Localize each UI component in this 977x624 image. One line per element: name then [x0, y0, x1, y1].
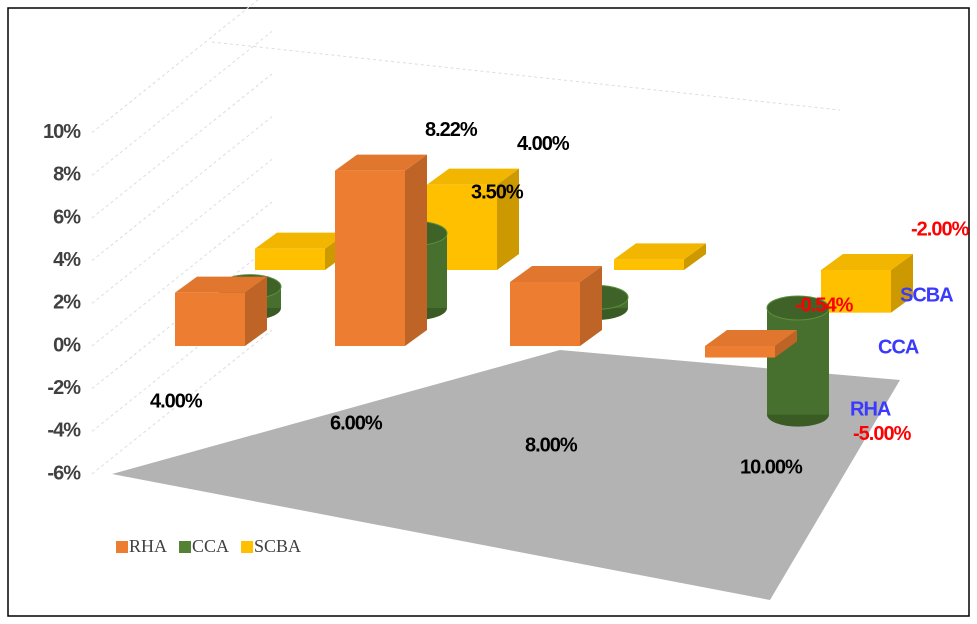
bar	[510, 282, 580, 346]
bar-top	[705, 330, 797, 346]
legend-label: CCA	[192, 536, 229, 556]
bar-top	[175, 276, 267, 293]
y-tick-label: 4%	[53, 249, 81, 271]
legend-label: RHA	[129, 536, 167, 556]
legend-swatch	[241, 541, 254, 553]
x-tick-label: 6.00%	[330, 412, 383, 434]
bar-top	[255, 232, 347, 249]
legend-label: SCBA	[254, 536, 301, 556]
bar-top	[335, 154, 427, 171]
bar	[175, 292, 245, 346]
y-tick-label: 10%	[43, 121, 81, 143]
grid-line	[91, 201, 273, 347]
y-tick-label: -4%	[47, 420, 81, 442]
cylinder-top	[766, 295, 830, 321]
x-tick-label: 4.00%	[150, 390, 203, 412]
legend: RHA CCA SCBA	[116, 536, 301, 556]
bar	[705, 346, 775, 358]
grid-line	[91, 329, 273, 475]
bar-top	[614, 243, 706, 260]
data-label: 3.50%	[471, 182, 524, 204]
bar-side	[245, 276, 267, 346]
depth-axis-label: CCA	[878, 336, 919, 358]
bar-side	[684, 243, 706, 270]
data-label: -2.00%	[911, 218, 970, 240]
bar	[335, 170, 405, 346]
y-tick-label: -2%	[47, 377, 81, 399]
grid-line	[91, 158, 273, 304]
bar-side	[580, 266, 602, 346]
bar	[767, 308, 829, 415]
bar-side	[775, 330, 797, 358]
legend-swatch	[116, 541, 128, 553]
grid-line	[91, 30, 273, 176]
y-tick-label: 0%	[53, 334, 81, 356]
bar	[821, 270, 891, 313]
y-tick-label: 6%	[53, 206, 81, 228]
data-label: -5.00%	[853, 423, 912, 445]
bar-top	[427, 168, 519, 185]
bar	[255, 248, 325, 270]
y-tick-label: 2%	[53, 292, 81, 314]
bar-top	[510, 266, 602, 282]
bar-side	[405, 154, 427, 346]
y-tick-label: 8%	[53, 164, 81, 186]
floor	[112, 350, 900, 600]
depth-axis-label: SCBA	[900, 284, 953, 306]
data-label: -0.54%	[795, 294, 854, 316]
x-tick-label: 8.00%	[525, 434, 578, 456]
legend-swatch	[179, 541, 192, 553]
y-tick-label: -6%	[47, 462, 81, 484]
bar-top	[821, 254, 913, 270]
bar	[614, 259, 684, 270]
depth-axis-label: RHA	[850, 398, 891, 420]
grid-line	[91, 116, 273, 262]
bar-side	[497, 168, 519, 270]
grid-line	[91, 73, 273, 219]
grid-line	[91, 0, 259, 134]
x-tick-label: 10.00%	[740, 456, 803, 478]
data-label: 8.22%	[425, 119, 478, 141]
data-label: 4.00%	[517, 133, 570, 155]
bar-side	[891, 254, 913, 313]
